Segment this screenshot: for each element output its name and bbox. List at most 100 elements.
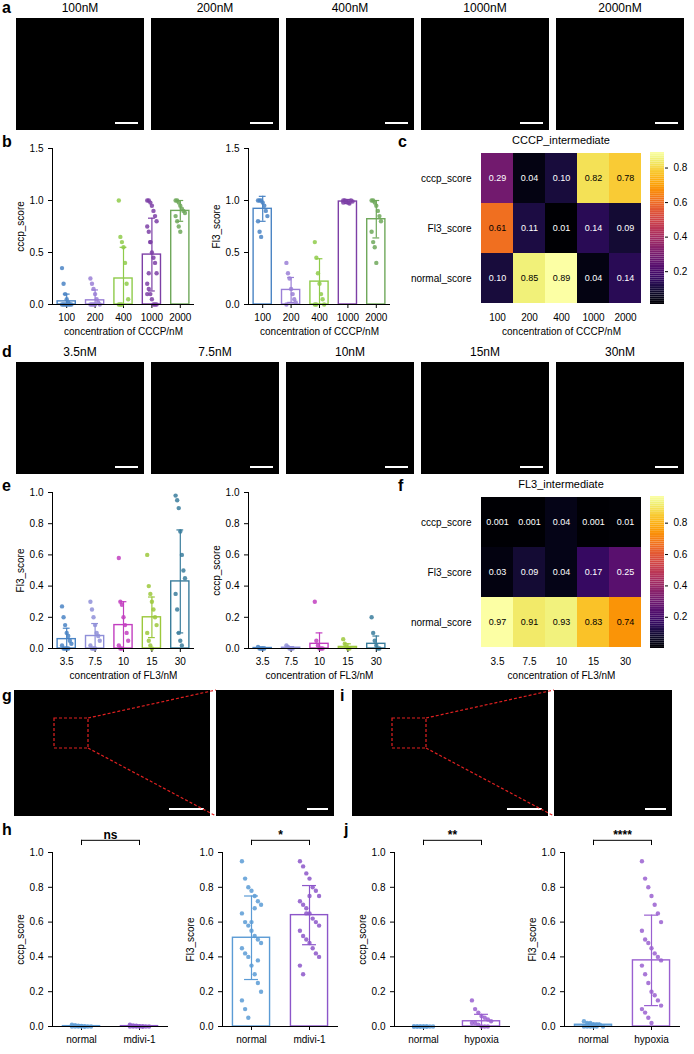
- svg-text:0.6: 0.6: [674, 197, 688, 208]
- svg-text:0.04: 0.04: [553, 517, 571, 527]
- svg-text:200: 200: [87, 312, 104, 323]
- svg-text:7.5: 7.5: [523, 656, 537, 667]
- svg-text:1.0: 1.0: [372, 847, 386, 858]
- svg-text:30: 30: [371, 656, 383, 667]
- svg-text:0.10: 0.10: [489, 273, 507, 283]
- svg-text:1.5: 1.5: [30, 143, 44, 154]
- svg-text:0.0: 0.0: [30, 299, 44, 310]
- svg-text:0.97: 0.97: [489, 617, 507, 627]
- svg-text:Fl3_score: Fl3_score: [185, 917, 196, 961]
- svg-text:0.6: 0.6: [226, 549, 240, 560]
- svg-text:0.4: 0.4: [226, 580, 240, 591]
- svg-text:0.8: 0.8: [674, 162, 688, 173]
- svg-text:100: 100: [58, 312, 75, 323]
- svg-text:ns: ns: [103, 828, 117, 842]
- svg-text:0.89: 0.89: [553, 273, 571, 283]
- svg-text:0.25: 0.25: [617, 567, 635, 577]
- svg-text:0.01: 0.01: [553, 223, 571, 233]
- svg-text:1.0: 1.0: [226, 195, 240, 206]
- svg-text:400: 400: [115, 312, 132, 323]
- svg-text:7.5: 7.5: [88, 656, 102, 667]
- svg-text:10: 10: [118, 656, 130, 667]
- svg-text:0.8: 0.8: [30, 882, 44, 893]
- svg-text:Fl3_score: Fl3_score: [527, 917, 538, 961]
- svg-text:0.01: 0.01: [617, 517, 635, 527]
- svg-text:7.5: 7.5: [284, 656, 298, 667]
- svg-text:0.11: 0.11: [521, 223, 538, 233]
- svg-text:400: 400: [311, 312, 328, 323]
- svg-text:mdivi-1: mdivi-1: [293, 1034, 326, 1045]
- svg-text:0.14: 0.14: [585, 223, 603, 233]
- svg-text:0.09: 0.09: [617, 223, 635, 233]
- svg-text:0.10: 0.10: [553, 173, 571, 183]
- svg-text:concentration of FL3/nM: concentration of FL3/nM: [70, 670, 178, 681]
- svg-text:0.5: 0.5: [226, 247, 240, 258]
- svg-text:0.2: 0.2: [200, 986, 214, 997]
- svg-text:1000: 1000: [582, 312, 605, 323]
- svg-text:10: 10: [314, 656, 326, 667]
- svg-text:0.6: 0.6: [674, 549, 688, 560]
- svg-text:0.4: 0.4: [542, 951, 556, 962]
- svg-text:0.8: 0.8: [542, 882, 556, 893]
- svg-text:0.04: 0.04: [585, 273, 603, 283]
- svg-text:1.0: 1.0: [200, 847, 214, 858]
- svg-text:0.001: 0.001: [582, 517, 605, 527]
- svg-text:0.2: 0.2: [674, 611, 688, 622]
- svg-text:0.6: 0.6: [30, 916, 44, 927]
- svg-text:15: 15: [588, 656, 600, 667]
- svg-text:3.5: 3.5: [60, 656, 74, 667]
- svg-text:concentration of FL3/nM: concentration of FL3/nM: [266, 670, 374, 681]
- svg-text:0.78: 0.78: [617, 173, 635, 183]
- svg-text:0.85: 0.85: [521, 273, 539, 283]
- svg-text:0.74: 0.74: [617, 617, 635, 627]
- svg-text:0.6: 0.6: [200, 916, 214, 927]
- svg-text:Fl3_score: Fl3_score: [428, 223, 472, 234]
- svg-text:cccp_score: cccp_score: [357, 914, 368, 965]
- svg-text:normal: normal: [578, 1034, 609, 1045]
- svg-text:0.2: 0.2: [542, 986, 556, 997]
- svg-text:normal: normal: [236, 1034, 267, 1045]
- svg-text:1.0: 1.0: [30, 847, 44, 858]
- svg-text:1000: 1000: [337, 312, 360, 323]
- svg-text:10: 10: [556, 656, 568, 667]
- svg-text:0.0: 0.0: [30, 643, 44, 654]
- svg-text:15: 15: [342, 656, 354, 667]
- svg-text:15: 15: [146, 656, 158, 667]
- svg-text:concentration of CCCP/nM: concentration of CCCP/nM: [64, 326, 183, 337]
- svg-text:0.8: 0.8: [30, 518, 44, 529]
- svg-text:0.4: 0.4: [30, 951, 44, 962]
- svg-text:200: 200: [521, 312, 538, 323]
- svg-text:****: ****: [613, 828, 632, 842]
- svg-text:0.001: 0.001: [518, 517, 541, 527]
- svg-text:Fl3_score: Fl3_score: [428, 567, 472, 578]
- svg-text:0.2: 0.2: [372, 986, 386, 997]
- svg-text:0.8: 0.8: [372, 882, 386, 893]
- svg-text:2000: 2000: [169, 312, 192, 323]
- svg-text:400: 400: [553, 312, 570, 323]
- svg-text:100: 100: [254, 312, 271, 323]
- svg-text:0.4: 0.4: [30, 580, 44, 591]
- svg-text:0.4: 0.4: [674, 580, 688, 591]
- svg-text:Fl3_score: Fl3_score: [15, 548, 26, 592]
- svg-text:2000: 2000: [365, 312, 388, 323]
- svg-text:concentration of FL3/nM: concentration of FL3/nM: [508, 670, 616, 681]
- svg-text:0.14: 0.14: [617, 273, 635, 283]
- svg-text:0.6: 0.6: [542, 916, 556, 927]
- svg-text:1.0: 1.0: [226, 487, 240, 498]
- svg-text:0.2: 0.2: [674, 266, 688, 277]
- svg-text:cccp_score: cccp_score: [15, 201, 26, 252]
- svg-text:0.83: 0.83: [585, 617, 603, 627]
- svg-text:0.03: 0.03: [489, 567, 507, 577]
- svg-text:0.4: 0.4: [200, 951, 214, 962]
- svg-text:0.17: 0.17: [585, 567, 603, 577]
- svg-text:mdivi-1: mdivi-1: [123, 1034, 156, 1045]
- svg-text:3.5: 3.5: [256, 656, 270, 667]
- svg-text:0.2: 0.2: [226, 612, 240, 623]
- svg-text:200: 200: [283, 312, 300, 323]
- svg-text:30: 30: [175, 656, 187, 667]
- svg-text:0.61: 0.61: [489, 223, 507, 233]
- svg-text:0.04: 0.04: [521, 173, 539, 183]
- svg-text:0.0: 0.0: [200, 1021, 214, 1032]
- svg-text:1.0: 1.0: [542, 847, 556, 858]
- svg-text:0.0: 0.0: [542, 1021, 556, 1032]
